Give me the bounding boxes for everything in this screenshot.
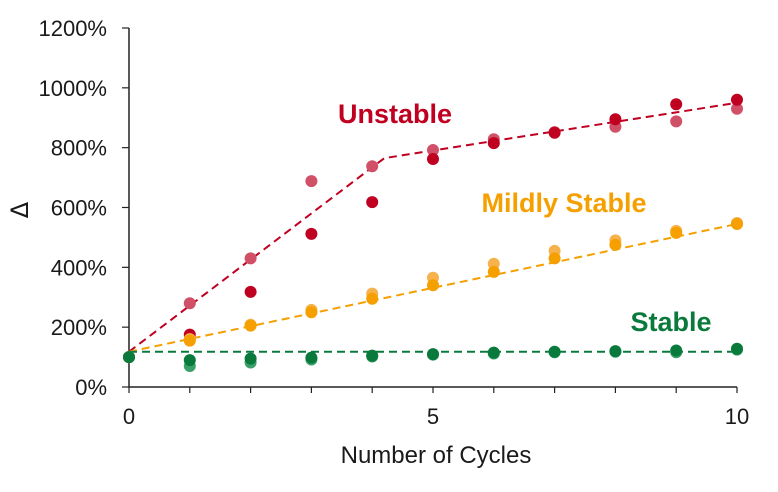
x-tick-label: 0: [123, 404, 135, 429]
data-point: [487, 265, 500, 278]
data-point: [548, 126, 561, 139]
data-point: [548, 345, 561, 358]
text-labels: Unstable Mildly Stable Stable: [338, 99, 712, 337]
y-tick-label: 800%: [51, 136, 107, 161]
data-point: [731, 102, 743, 115]
data-point: [670, 344, 683, 357]
data-point: [487, 346, 500, 359]
y-tick-label: 0%: [75, 375, 107, 400]
data-point: [670, 226, 683, 239]
y-tick-label: 400%: [51, 255, 107, 280]
data-point: [244, 285, 257, 298]
data-point: [183, 354, 196, 367]
data-point: [609, 113, 622, 126]
y-axis-title: Δ: [6, 201, 34, 218]
data-point: [487, 137, 500, 150]
data-point: [183, 334, 196, 347]
data-point: [305, 175, 318, 188]
data-point: [244, 252, 257, 265]
trend-line: [128, 101, 738, 353]
data-point: [670, 98, 683, 111]
x-axis-title: Number of Cycles: [341, 442, 532, 469]
data-point: [366, 349, 379, 362]
data-point: [609, 238, 622, 251]
y-tick-label: 1000%: [38, 76, 107, 101]
data-point: [366, 196, 379, 209]
data-point: [123, 351, 135, 364]
data-point: [366, 292, 379, 305]
series-label: Unstable: [338, 99, 452, 129]
data-point: [670, 115, 683, 128]
data-point: [244, 319, 257, 332]
data-point: [305, 351, 318, 364]
data-point: [731, 342, 743, 355]
data-point: [366, 160, 379, 173]
data-point: [548, 252, 561, 265]
data-point: [427, 144, 439, 157]
x-tick-label: 5: [427, 404, 439, 429]
data-point: [305, 306, 318, 319]
series-label: Stable: [630, 307, 711, 337]
data-point: [731, 93, 743, 106]
y-tick-label: 200%: [51, 315, 107, 340]
y-tick-label: 600%: [51, 196, 107, 221]
data-point: [183, 297, 196, 310]
series-label: Mildly Stable: [481, 188, 646, 218]
y-tick-label: 1200%: [38, 16, 107, 41]
data-point: [427, 153, 439, 166]
data-point: [427, 279, 439, 292]
axes: 0% 200% 400% 600% 800% 1000% 1200% 0 5 10: [38, 16, 749, 429]
x-tick-label: 10: [725, 404, 749, 429]
data-point: [731, 217, 743, 230]
data-point: [305, 227, 318, 240]
data-point: [244, 352, 257, 365]
data-points: [123, 93, 743, 373]
data-point: [427, 348, 439, 361]
data-point: [609, 345, 622, 358]
